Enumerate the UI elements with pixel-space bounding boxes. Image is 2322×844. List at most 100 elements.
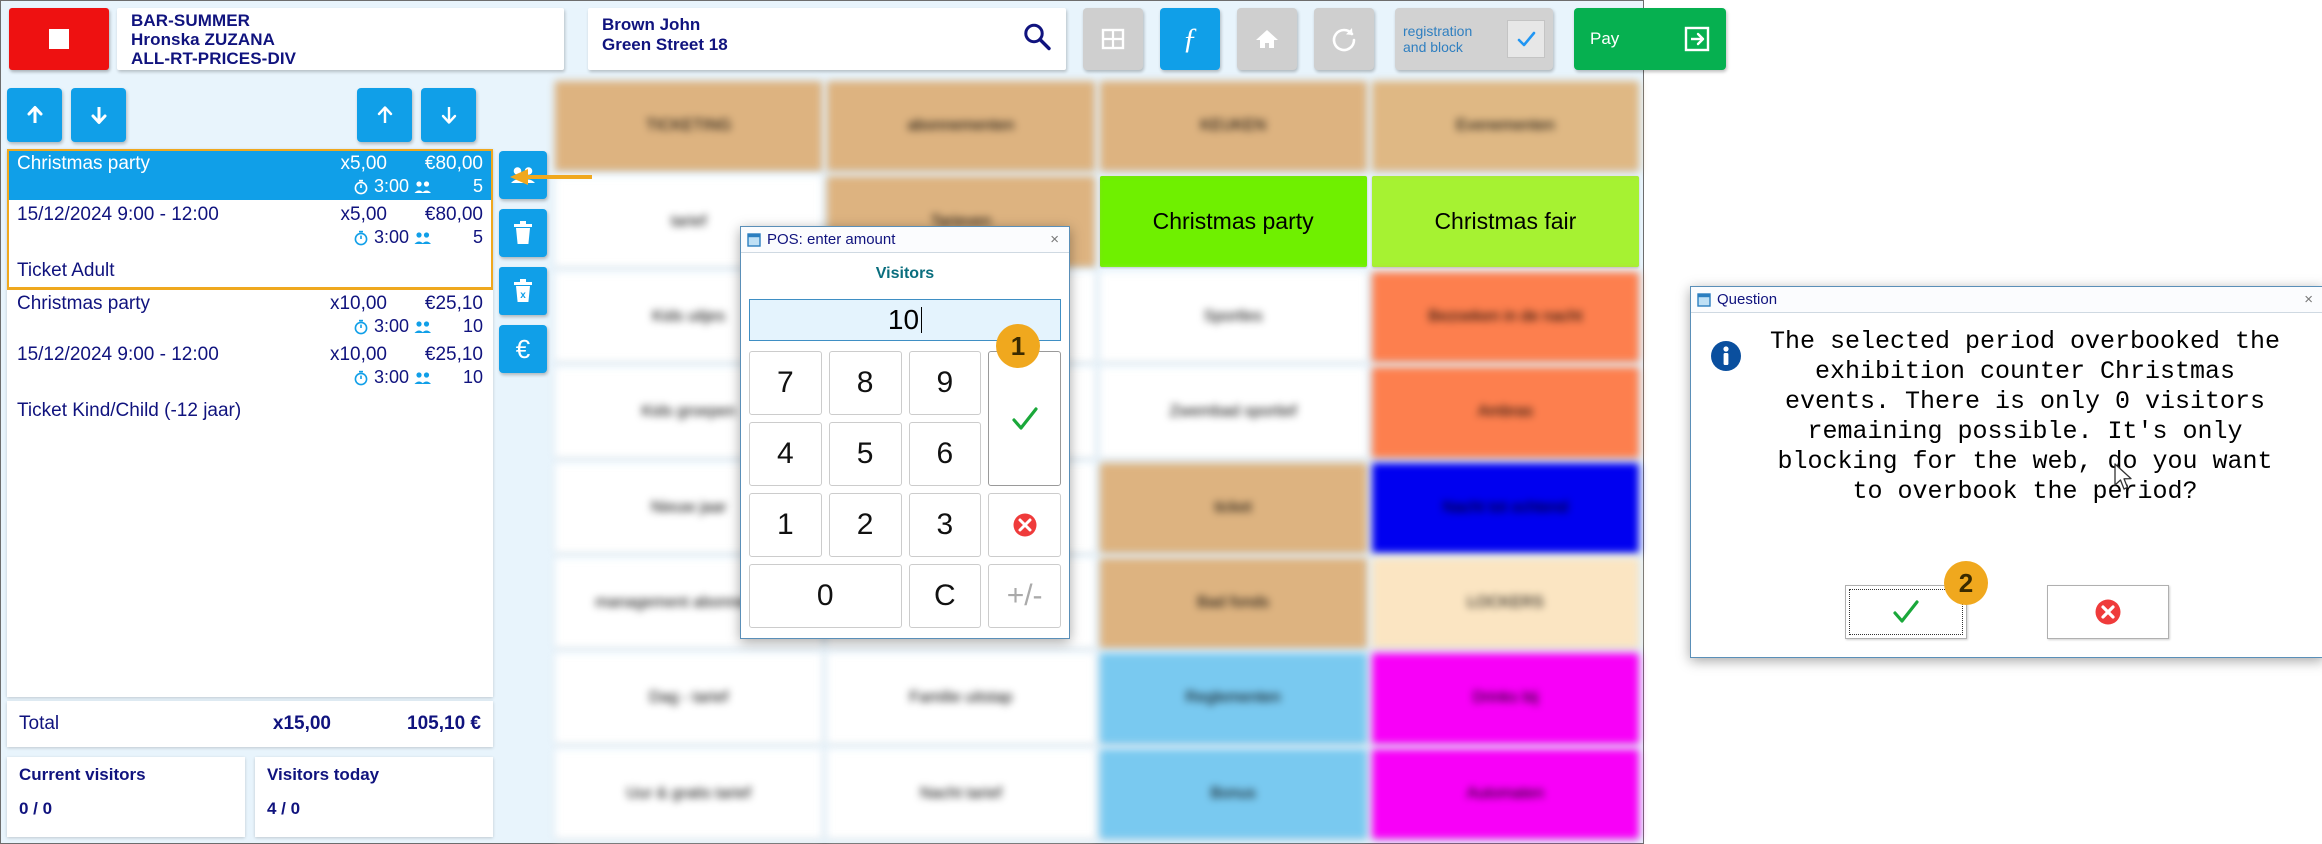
product-tile-label: Christmas party [1152,208,1314,235]
key-8[interactable]: 8 [828,351,902,415]
arrow-down-icon [441,107,456,124]
product-tile[interactable]: abonnementen [827,81,1095,172]
key-0[interactable]: 0 [749,564,902,628]
key-7[interactable]: 7 [749,351,822,415]
key-5[interactable]: 5 [828,422,902,486]
current-visitors-value: 0 / 0 [19,799,53,818]
cancel-button[interactable] [988,493,1061,557]
product-tile[interactable]: Zwembad sportief [1099,367,1367,458]
refresh-icon [1332,28,1356,52]
cart-list[interactable]: Christmas party x5,00 €80,00 3: [7,149,493,697]
question-dialog[interactable]: Question × The selected period overbooke… [1690,286,2322,658]
function-button[interactable]: ƒ [1160,8,1220,70]
key-2[interactable]: 2 [828,493,902,557]
product-tile[interactable]: Bezoeken in de nacht [1371,271,1639,363]
product-tile[interactable]: Sportles [1099,271,1367,363]
dialog-title: Question [1717,291,1778,308]
refresh-button[interactable] [1314,8,1374,70]
cart-line-visitors: 10 [462,367,483,387]
cart-line-meta: 3:00 5 [7,227,493,251]
product-tile[interactable]: Bad fonds [1099,557,1367,649]
cart-line[interactable]: Christmas party x10,00 €25,10 [7,289,493,316]
cart-line-amount: €25,10 [424,344,483,365]
cart-line[interactable]: 15/12/2024 9:00 - 12:00 x10,00 €25,10 [7,340,493,367]
key-1[interactable]: 1 [749,493,822,557]
scroll-up-button[interactable] [7,88,62,142]
product-tile[interactable]: Familie uitstap [827,653,1095,744]
total-label: Total [19,713,60,734]
customer-search-field[interactable]: Brown John Green Street 18 [588,8,1066,70]
product-tile[interactable]: Uur & gratis tarief [555,748,823,839]
cart-group[interactable]: Christmas party x10,00 €25,10 3 [7,289,493,429]
pay-button-label: Pay [1590,29,1620,48]
product-tile-label: Nacht tot ochtend [1442,498,1569,516]
stop-square-icon[interactable] [9,8,109,70]
cart-line-visitors: 10 [462,316,483,336]
confirm-button[interactable] [988,351,1061,486]
current-visitors-label: Current visitors [19,765,146,784]
product-tile[interactable]: Bonus [1099,748,1367,839]
search-icon[interactable] [1022,22,1052,57]
product-tile[interactable]: Nacht tarief [827,748,1095,839]
product-tile[interactable]: Drinks bij [1371,653,1639,744]
cart-scroll-region[interactable]: Christmas party x5,00 €80,00 3: [7,149,493,697]
key-sign[interactable]: +/- [988,564,1061,628]
euro-icon: € [515,333,531,364]
question-content: The selected period overbooked the exhib… [1709,327,2305,507]
cart-line-qty: x10,00 [329,293,387,314]
key-clear[interactable]: C [908,564,982,628]
product-tile-grid[interactable]: TICKETING abonnementen KEUKEN Evenementen ta… [555,77,1643,843]
pay-button[interactable]: Pay [1574,8,1726,70]
product-tile[interactable]: TICKETING [555,81,823,172]
pointer-arrow-to-visitors-button [508,165,592,194]
timer-icon [354,179,368,194]
product-tile[interactable]: LOCKERS [1371,557,1639,649]
total-amount: 105,10 € [407,713,481,734]
registration-checkbox[interactable] [1507,20,1545,58]
cart-line-period: 15/12/2024 9:00 - 12:00 [17,204,219,225]
product-tile-label: Ambras [1477,403,1533,421]
close-icon[interactable]: × [1050,231,1059,248]
cart-line[interactable]: 15/12/2024 9:00 - 12:00 x5,00 €80,00 [7,200,493,227]
cart-line-duration: 3:00 [373,367,409,387]
product-tile[interactable]: Reglementen [1099,653,1367,744]
key-3[interactable]: 3 [908,493,982,557]
move-down-button[interactable] [421,88,476,142]
home-button[interactable] [1237,8,1297,70]
product-tile[interactable]: ticket [1099,462,1367,553]
cart-line[interactable]: Christmas party x5,00 €80,00 [7,149,493,176]
key-6[interactable]: 6 [908,422,982,486]
cart-group[interactable]: Christmas party x5,00 €80,00 3: [7,149,493,290]
enter-amount-dialog[interactable]: POS: enter amount × Visitors 10 7 8 9 4 … [740,226,1070,639]
product-tile-label: abonnementen [907,117,1015,135]
product-tile[interactable]: Automaten [1371,748,1639,839]
key-4[interactable]: 4 [749,422,822,486]
cart-line-qty: x10,00 [329,344,387,365]
cart-line-name: Christmas party [17,293,151,314]
product-tile[interactable]: Christmas fair [1371,176,1639,267]
visitors-today-card: Visitors today 4 / 0 [255,757,493,837]
cancel-button[interactable] [2047,585,2169,639]
price-button[interactable]: € [499,325,547,373]
close-icon[interactable]: × [2304,291,2313,308]
delete-line-button[interactable] [499,209,547,257]
function-f-icon: ƒ [1182,22,1198,55]
product-tile[interactable]: Evenementen [1371,81,1639,172]
current-visitors-card: Current visitors 0 / 0 [7,757,245,837]
registration-and-block-toggle[interactable]: registration and block [1395,8,1553,70]
check-icon [1012,406,1038,430]
scroll-down-button[interactable] [71,88,126,142]
product-tile-label: Christmas fair [1434,208,1577,235]
delete-all-button[interactable]: x [499,267,547,315]
product-tile-label: Evenementen [1456,117,1555,135]
check-icon [1517,31,1536,47]
product-tile[interactable]: Nacht tot ochtend [1371,462,1639,553]
key-9[interactable]: 9 [908,351,982,415]
product-tile[interactable]: Ambras [1371,367,1639,458]
move-up-button[interactable] [357,88,412,142]
product-tile[interactable]: Christmas party [1099,176,1367,267]
trash-x-icon: x [514,279,532,302]
grid-view-button[interactable] [1083,8,1143,70]
product-tile[interactable]: KEUKEN [1099,81,1367,172]
product-tile[interactable]: Dag - tarief [555,653,823,744]
